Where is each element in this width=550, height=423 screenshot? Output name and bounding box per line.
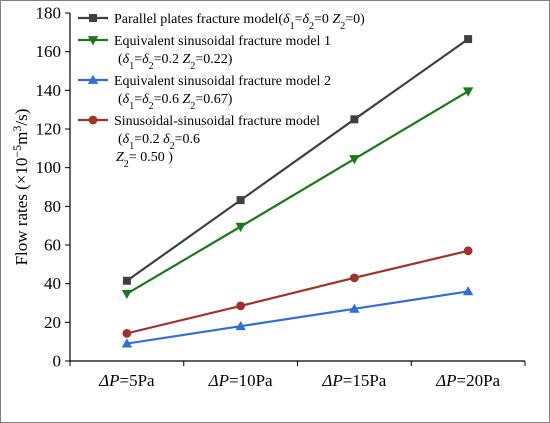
y-tick-label: 140 — [36, 81, 62, 100]
data-point — [122, 328, 132, 338]
data-point — [462, 87, 474, 97]
series-line — [126, 249, 469, 335]
series-line — [126, 290, 469, 345]
legend-entry-3: Equivalent sinusoidal fracture model 2 (δ… — [78, 74, 331, 112]
legend-label: (δ1=δ2=0.6 Z2=0.67) — [118, 92, 233, 112]
data-point — [235, 222, 246, 232]
legend-entry-2: Equivalent sinusoidal fracture model 1 (δ… — [78, 34, 331, 72]
y-tick-label: 160 — [36, 42, 62, 61]
data-point — [350, 115, 359, 124]
series-4 — [122, 246, 473, 338]
legend-swatch-marker — [87, 36, 99, 46]
legend-label: Parallel plates fracture model(δ1=δ2=0 Z… — [114, 12, 365, 32]
legend-swatch-marker — [87, 74, 99, 84]
data-point — [121, 289, 133, 300]
chart-axes: 0 20 40 60 80 100 120 140 160 180 ΔP=5Pa ΔP=10Pa ΔP=… — [10, 4, 526, 390]
data-point — [236, 196, 245, 205]
y-tick-label: 120 — [36, 120, 62, 139]
legend-label: Z2= 0.50 ) — [116, 150, 173, 170]
data-point — [349, 155, 360, 165]
chart-series — [121, 35, 474, 348]
y-tick-label: 20 — [44, 313, 61, 332]
x-tick-label: ΔP=20Pa — [435, 371, 500, 390]
chart-legend: Parallel plates fracture model(δ1=δ2=0 Z… — [78, 12, 365, 170]
legend-label: Equivalent sinusoidal fracture model 1 — [114, 34, 331, 49]
data-point — [122, 276, 131, 285]
data-point — [463, 246, 473, 256]
legend-swatch-marker — [89, 13, 98, 22]
legend-entry-4: Sinusoidal-sinusoidal fracture model (δ1=… — [78, 114, 320, 170]
series-line — [126, 38, 469, 282]
y-tick-label: 100 — [36, 158, 62, 177]
y-tick-label: 60 — [44, 236, 61, 255]
series-2 — [121, 87, 474, 300]
series-1 — [122, 35, 473, 285]
data-point — [121, 338, 133, 348]
y-tick-label: 40 — [44, 274, 61, 293]
x-tick-label: ΔP=5Pa — [98, 371, 155, 390]
y-tick-label: 180 — [36, 4, 62, 23]
legend-label: Sinusoidal-sinusoidal fracture model — [114, 114, 320, 129]
data-point — [464, 35, 473, 44]
series-line — [126, 90, 469, 295]
data-point — [235, 320, 246, 331]
data-point — [236, 301, 246, 311]
y-tick-label: 0 — [53, 352, 62, 371]
x-tick-label: ΔP=10Pa — [208, 371, 273, 390]
legend-label: (δ1=0.2 δ2=0.6 — [118, 132, 200, 152]
legend-label: Equivalent sinusoidal fracture model 2 — [114, 74, 331, 89]
data-point — [349, 303, 360, 313]
legend-label: (δ1=δ2=0.2 Z2=0.22) — [118, 52, 233, 72]
legend-entry-1: Parallel plates fracture model(δ1=δ2=0 Z… — [78, 12, 365, 32]
y-axis-title: Flow rates (×10−5m3/s) — [10, 109, 31, 266]
data-point — [462, 286, 474, 296]
x-tick-label: ΔP=15Pa — [321, 371, 386, 390]
legend-swatch-marker — [88, 115, 98, 125]
series-3 — [121, 286, 474, 348]
y-tick-label: 80 — [44, 197, 61, 216]
data-point — [349, 273, 359, 283]
